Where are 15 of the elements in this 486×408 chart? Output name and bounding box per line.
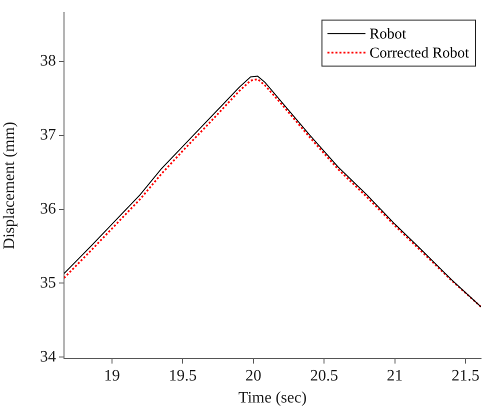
x-tick-label: 20.5 (310, 367, 338, 384)
x-tick-label: 21 (386, 367, 403, 384)
y-axis-title: Displacement (mm) (0, 122, 18, 250)
x-tick-label: 21.5 (451, 367, 480, 384)
x-tick-label: 19.5 (168, 367, 197, 384)
y-tick-label: 36 (40, 200, 56, 218)
y-tick-label: 34 (40, 348, 56, 366)
y-tick-label: 38 (40, 52, 56, 70)
x-tick-label: 20 (245, 367, 262, 384)
legend-label: Robot (369, 26, 407, 43)
legend-label: Corrected Robot (369, 46, 470, 62)
y-tick-label: 35 (40, 274, 56, 292)
x-tick-label: 19 (104, 367, 120, 384)
y-tick-label: 37 (40, 126, 56, 144)
x-axis-title: Time (sec) (238, 390, 307, 407)
